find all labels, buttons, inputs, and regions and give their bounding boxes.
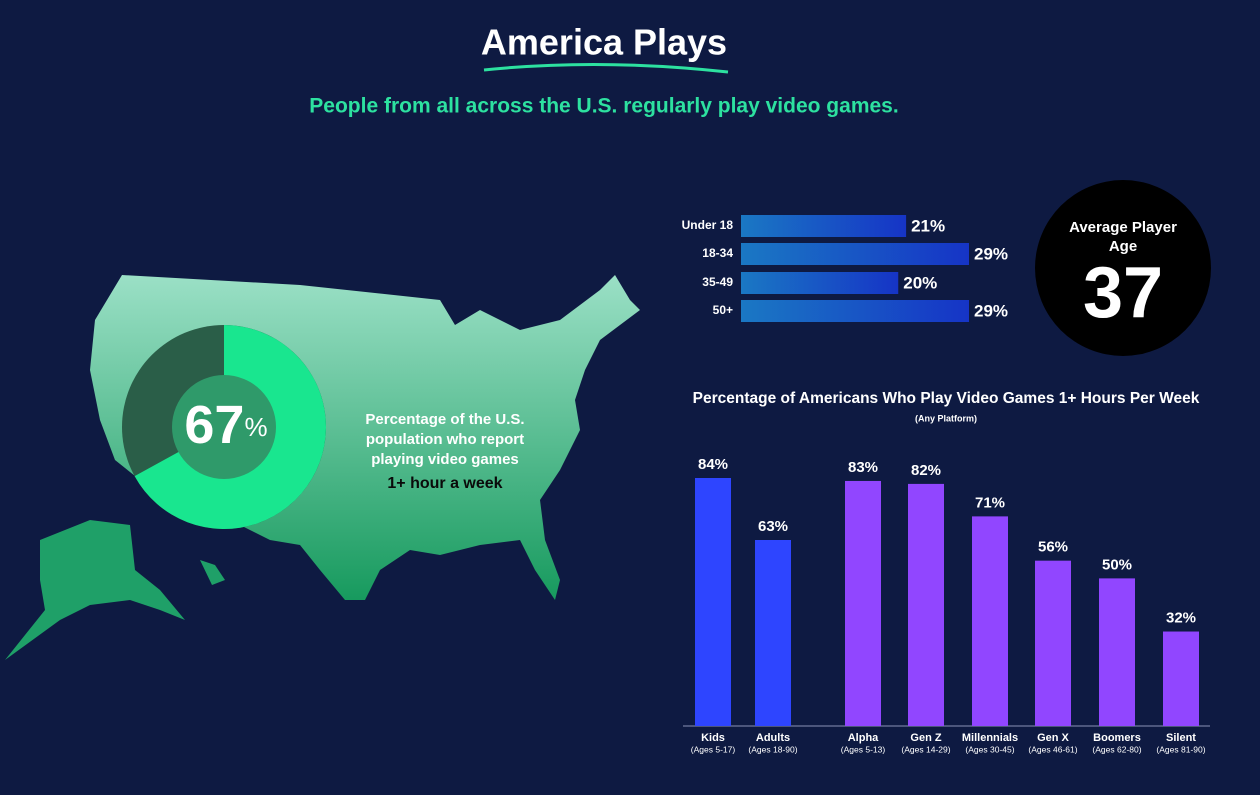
value-label: 20% — [903, 273, 937, 292]
bar — [741, 300, 969, 322]
stat-label: Average Player Age — [1069, 219, 1177, 255]
value-label: 29% — [974, 244, 1008, 263]
bar — [1163, 631, 1199, 726]
bar — [908, 483, 944, 726]
x-category-label: Boomers — [1093, 732, 1141, 744]
alaska-map — [5, 520, 185, 660]
bar — [741, 215, 907, 237]
x-category-label: Gen X — [1037, 732, 1069, 744]
x-category-label: Millennials — [962, 732, 1018, 744]
donut-hole — [172, 375, 276, 479]
x-category-label: Alpha — [848, 732, 879, 744]
stat-value: 37 — [1083, 253, 1163, 333]
x-category-note: (Ages 81-90) — [1156, 744, 1205, 754]
value-label: 83% — [848, 459, 878, 476]
chart-title: Percentage of Americans Who Play Video G… — [693, 390, 1200, 407]
x-category-label: Kids — [701, 732, 725, 744]
value-label: 50% — [1102, 556, 1132, 573]
x-category-label: Silent — [1166, 732, 1196, 744]
title-underline — [483, 62, 729, 74]
bar — [695, 478, 731, 726]
x-category-note: (Ages 62-80) — [1092, 744, 1141, 754]
x-category-note: (Ages 5-17) — [691, 744, 736, 754]
bar — [741, 243, 969, 265]
x-category-label: Gen Z — [910, 732, 941, 744]
value-label: 84% — [698, 456, 728, 473]
value-label: 82% — [911, 462, 941, 479]
x-category-note: (Ages 30-45) — [965, 744, 1014, 754]
x-category-label: Adults — [756, 732, 790, 744]
value-label: 71% — [975, 494, 1005, 511]
value-label: 29% — [974, 301, 1008, 320]
hawaii-map — [200, 560, 225, 585]
donut-caption: Percentage of the U.S. population who re… — [345, 410, 545, 494]
y-category-label: 35-49 — [702, 275, 733, 289]
y-category-label: 18-34 — [702, 246, 733, 260]
bar — [972, 516, 1008, 726]
y-category-label: 50+ — [713, 303, 733, 317]
donut-value: 67% — [184, 395, 267, 455]
stat-circle — [1035, 180, 1211, 356]
bar — [755, 540, 791, 726]
caption-highlight: 1+ hour a week — [387, 475, 503, 492]
value-label: 56% — [1038, 539, 1068, 556]
value-label: 32% — [1166, 609, 1196, 626]
donut-unit: % — [244, 412, 267, 442]
caption-text: Percentage of the U.S. population who re… — [365, 411, 525, 468]
x-category-note: (Ages 5-13) — [841, 744, 886, 754]
bar — [1099, 578, 1135, 726]
page-subtitle: People from all across the U.S. regularl… — [309, 95, 898, 118]
value-label: 63% — [758, 518, 788, 535]
bar — [1035, 560, 1071, 726]
x-category-note: (Ages 46-61) — [1028, 744, 1077, 754]
x-category-note: (Ages 18-90) — [748, 744, 797, 754]
page-title: America Plays — [481, 22, 727, 63]
bar — [845, 480, 881, 726]
bar — [741, 272, 899, 294]
donut-number: 67 — [184, 395, 244, 455]
y-category-label: Under 18 — [682, 218, 734, 232]
x-category-note: (Ages 14-29) — [901, 744, 950, 754]
chart-subtitle: (Any Platform) — [915, 413, 977, 423]
value-label: 21% — [911, 216, 945, 235]
